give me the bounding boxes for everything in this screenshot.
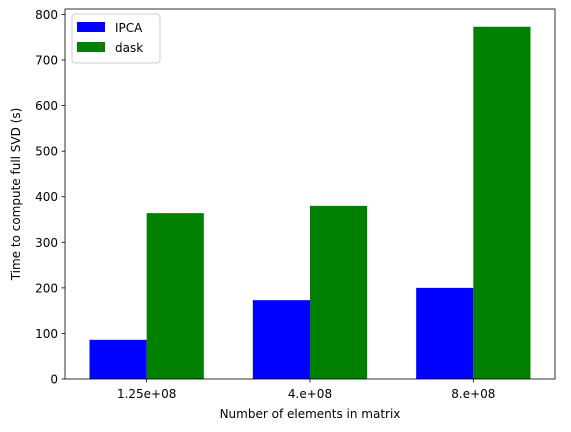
y-tick-label: 500	[35, 145, 58, 159]
bar-dask-2	[473, 26, 531, 379]
bar-dask-1	[310, 205, 368, 379]
legend: IPCA dask	[71, 13, 161, 64]
legend-swatch-dask	[77, 42, 105, 52]
legend-label-dask: dask	[115, 41, 143, 55]
bar-ipca-2	[416, 287, 474, 379]
y-tick-label: 100	[35, 327, 58, 341]
y-tick-label: 200	[35, 281, 58, 295]
y-tick-label: 0	[50, 373, 58, 387]
y-tick-label: 800	[35, 8, 58, 22]
x-tick-label: 4.e+08	[288, 387, 332, 401]
bar-dask-0	[146, 213, 204, 379]
legend-label-ipca: IPCA	[115, 21, 143, 35]
plot-frame	[64, 8, 556, 380]
legend-swatch-ipca	[77, 22, 105, 32]
x-tick-label: 1.25e+08	[117, 387, 176, 401]
y-tick-label: 600	[35, 99, 58, 113]
bar-ipca-0	[89, 339, 147, 379]
bars-layer	[89, 26, 531, 379]
y-tick-label: 300	[35, 236, 58, 250]
x-axis-ticks: 1.25e+08 4.e+08 8.e+08	[117, 379, 495, 401]
bar-ipca-1	[252, 300, 310, 379]
y-tick-label: 700	[35, 54, 58, 68]
x-axis-label: Number of elements in matrix	[220, 407, 401, 421]
y-tick-label: 400	[35, 190, 58, 204]
y-axis-ticks: 0 100 200 300 400 500 600 700 800	[35, 8, 65, 387]
x-tick-label: 8.e+08	[451, 387, 495, 401]
y-axis-label: Time to compute full SVD (s)	[9, 108, 23, 282]
